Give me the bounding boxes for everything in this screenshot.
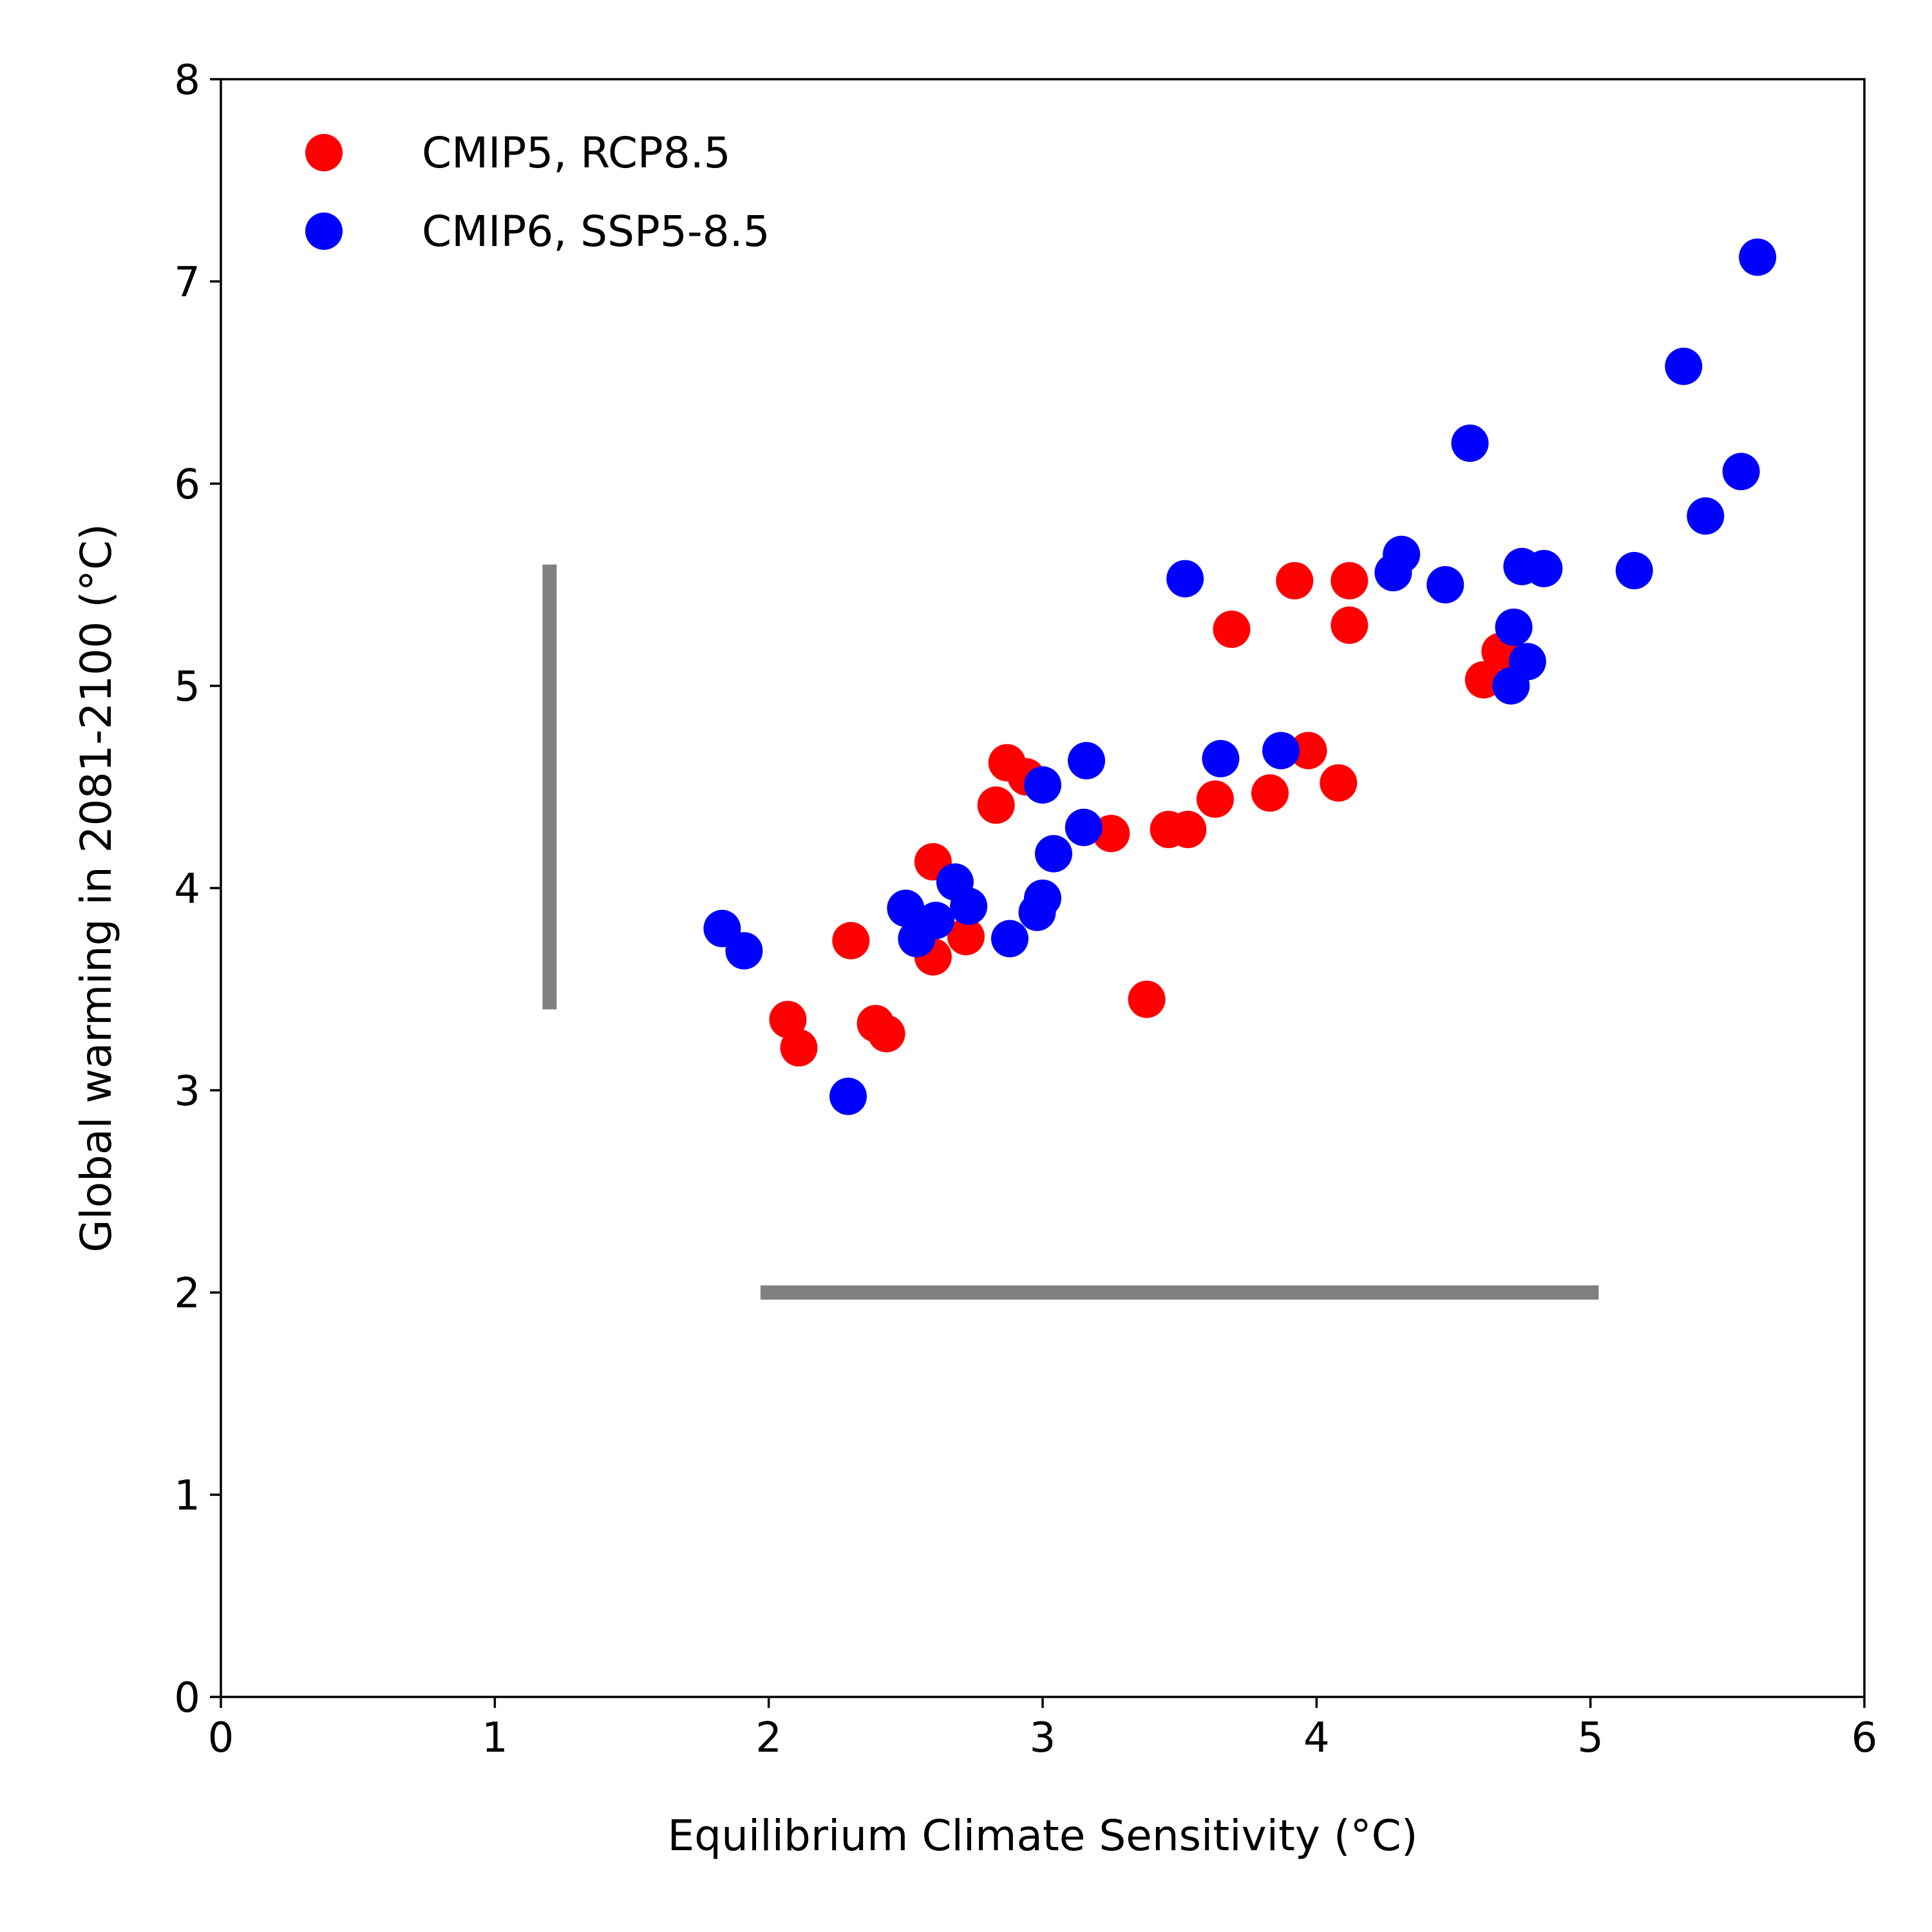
- x-tick-label: 4: [1303, 1714, 1330, 1762]
- cmip5-point: [780, 1029, 818, 1067]
- cmip6-point: [1687, 497, 1725, 535]
- y-tick-label: 7: [174, 259, 200, 307]
- cmip5-point: [1251, 774, 1289, 812]
- cmip5-point: [867, 1015, 905, 1053]
- cmip6-point: [1024, 879, 1061, 917]
- legend-label: CMIP5, RCP8.5: [422, 128, 731, 178]
- cmip6-point: [1665, 347, 1703, 385]
- y-axis-label: Global warming in 2081-2100 (°C): [71, 524, 121, 1253]
- cmip6-point: [1426, 566, 1464, 603]
- cmip6-point: [1065, 808, 1103, 846]
- cmip6-point: [1739, 238, 1777, 276]
- x-axis-label: Equilibrium Climate Sensitivity (°C): [667, 1811, 1417, 1861]
- cmip5-point: [1128, 980, 1166, 1018]
- data-points: [703, 238, 1777, 1115]
- x-tick-label: 1: [482, 1714, 508, 1762]
- x-tick-label: 6: [1852, 1714, 1878, 1762]
- cmip5-point: [1320, 764, 1358, 802]
- x-tick-label: 0: [208, 1714, 234, 1762]
- x-tick-label: 5: [1577, 1714, 1604, 1762]
- y-tick-label: 6: [174, 461, 200, 509]
- cmip6-point: [1722, 453, 1760, 491]
- legend-marker: [305, 134, 343, 171]
- cmip5-point: [1331, 562, 1368, 600]
- cmip5-point: [947, 918, 985, 956]
- cmip6-point: [1508, 643, 1546, 681]
- legend-marker: [305, 213, 343, 250]
- cmip5-point: [1169, 810, 1207, 848]
- cmip6-point: [1615, 552, 1653, 590]
- cmip6-point: [1035, 835, 1073, 873]
- cmip6-point: [1262, 732, 1300, 770]
- y-tick-label: 2: [174, 1270, 200, 1318]
- cmip6-point: [917, 902, 955, 940]
- cmip5-point: [1331, 606, 1368, 644]
- y-tick-label: 3: [174, 1068, 200, 1115]
- cmip6-point: [950, 887, 988, 925]
- y-tick-label: 4: [174, 866, 200, 913]
- cmip5-point: [1289, 732, 1327, 770]
- y-tick-label: 5: [174, 663, 200, 711]
- cmip6-point: [1451, 424, 1489, 462]
- x-tick-label: 3: [1030, 1714, 1056, 1762]
- cmip6-point: [1383, 535, 1421, 573]
- cmip6-point: [725, 932, 763, 970]
- cmip5-point: [977, 786, 1015, 824]
- y-tick-label: 8: [174, 57, 200, 104]
- y-tick-label: 1: [174, 1472, 200, 1520]
- cmip6-point: [1202, 740, 1240, 778]
- x-tick-label: 2: [755, 1714, 782, 1762]
- cmip5-point: [832, 922, 870, 960]
- range-bars: [542, 564, 1599, 1300]
- y-tick-label: 0: [174, 1674, 200, 1722]
- cmip5-point: [769, 1001, 807, 1039]
- cmip6-point: [1166, 560, 1204, 598]
- cmip6-point: [887, 889, 925, 927]
- cmip6-point: [829, 1077, 867, 1115]
- cmip6-point: [1024, 766, 1061, 804]
- x-axis-ticks: 0 1 2 3 4 5 6: [208, 1697, 1878, 1762]
- cmip5-point: [1276, 562, 1314, 600]
- cmip5-point: [1196, 780, 1234, 818]
- cmip5-point: [1213, 611, 1251, 649]
- cmip6-point: [990, 920, 1028, 958]
- cmip6-point: [1068, 742, 1106, 780]
- legend-label: CMIP6, SSP5-8.5: [422, 207, 770, 256]
- cmip6-point: [1525, 549, 1563, 587]
- cmip6-point: [1495, 608, 1533, 646]
- legend: CMIP5, RCP8.5 CMIP6, SSP5-8.5: [305, 128, 770, 256]
- y-axis-ticks: 0 1 2 3 4 5 6 7 8: [174, 57, 221, 1722]
